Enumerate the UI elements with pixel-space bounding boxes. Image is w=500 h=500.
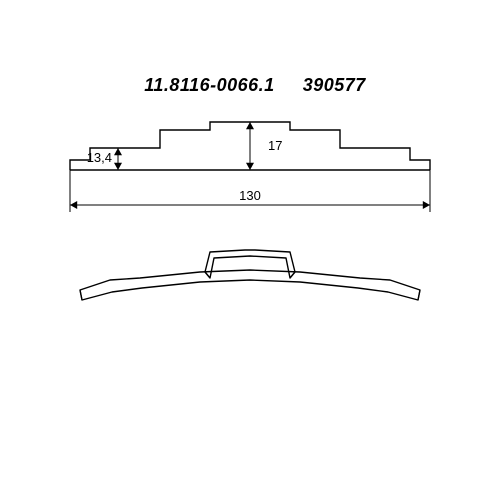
svg-text:17: 17 [268, 138, 282, 153]
title-bar: 11.8116-0066.1 390577 [85, 72, 425, 98]
alt-number: 390577 [303, 75, 366, 96]
part-number: 11.8116-0066.1 [144, 75, 274, 96]
drawing-svg: 130 17 13,4 [0, 100, 500, 400]
technical-drawing-page: 11.8116-0066.1 390577 130 17 13,4 [0, 0, 500, 500]
svg-text:130: 130 [239, 188, 261, 203]
svg-text:13,4: 13,4 [87, 150, 112, 165]
drawing-canvas: 130 17 13,4 [0, 100, 500, 400]
